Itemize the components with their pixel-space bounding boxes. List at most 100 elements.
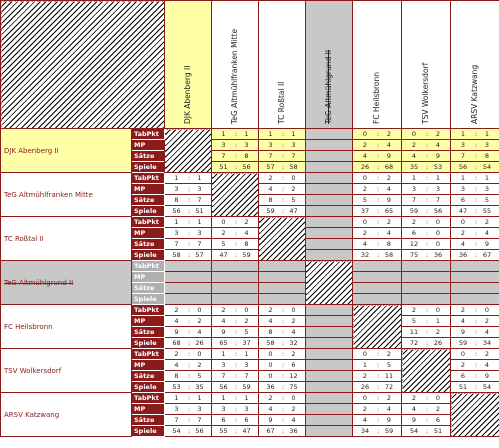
score-cell[interactable]: 2:4 [352, 403, 402, 415]
score-cell[interactable]: 2:4 [352, 227, 402, 239]
team-name-tsv-wolkersdorf[interactable]: TSV Wolkersdorf [0, 348, 132, 393]
score-cell[interactable]: 0:2 [352, 392, 402, 404]
score-cell[interactable] [164, 282, 212, 294]
score-cell[interactable]: 2:0 [258, 392, 306, 404]
score-cell[interactable]: 0:6 [258, 359, 306, 371]
score-cell[interactable] [305, 128, 353, 140]
score-cell[interactable]: 8:5 [258, 194, 306, 206]
score-cell[interactable]: 7:8 [211, 150, 259, 162]
score-cell[interactable] [352, 293, 402, 305]
score-cell[interactable]: 12:0 [401, 238, 451, 250]
score-cell[interactable] [305, 205, 353, 217]
score-cell[interactable]: 5:1 [401, 315, 451, 327]
score-cell[interactable]: 9:4 [450, 326, 499, 338]
score-cell[interactable]: 4:2 [211, 315, 259, 327]
team-name-arsv-katzwang[interactable]: ARSV Katzwang [0, 392, 132, 437]
score-cell[interactable]: 7:7 [164, 414, 212, 426]
score-cell[interactable] [211, 271, 259, 283]
score-cell[interactable]: 32:58 [352, 249, 402, 261]
score-cell[interactable]: 5:8 [211, 238, 259, 250]
score-cell[interactable]: 2:0 [450, 304, 499, 316]
score-cell[interactable]: 6:5 [450, 194, 499, 206]
score-cell[interactable]: 0:2 [258, 348, 306, 360]
team-name-tc-rosstal-ii[interactable]: TC Roßtal II [0, 216, 132, 261]
score-cell[interactable]: 4:2 [258, 403, 306, 415]
score-cell[interactable]: 36:75 [258, 381, 306, 393]
score-cell[interactable] [211, 293, 259, 305]
score-cell[interactable]: 2:4 [450, 359, 499, 371]
score-cell[interactable]: 2:0 [164, 304, 212, 316]
score-cell[interactable]: 7:8 [450, 150, 499, 162]
score-cell[interactable] [352, 271, 402, 283]
score-cell[interactable]: 47:59 [211, 249, 259, 261]
score-cell[interactable] [305, 381, 353, 393]
score-cell[interactable]: 4:2 [450, 315, 499, 327]
score-cell[interactable] [305, 139, 353, 151]
score-cell[interactable]: 11:2 [401, 326, 451, 338]
score-cell[interactable]: 3:3 [164, 183, 212, 195]
score-cell[interactable] [305, 315, 353, 327]
score-cell[interactable] [305, 249, 353, 261]
score-cell[interactable]: 0:2 [211, 216, 259, 228]
score-cell[interactable]: 67:36 [258, 425, 306, 437]
score-cell[interactable]: 35:53 [401, 161, 451, 173]
column-header-teg-altmuehlfranken-mitte[interactable]: TeG Altmühlfranken Mitte [211, 0, 259, 129]
score-cell[interactable]: 56:51 [164, 205, 212, 217]
score-cell[interactable] [305, 425, 353, 437]
score-cell[interactable]: 3:3 [211, 403, 259, 415]
score-cell[interactable]: 4:2 [258, 183, 306, 195]
column-header-fc-heilsbronn[interactable]: FC Heilsbronn [352, 0, 402, 129]
score-cell[interactable]: 4:8 [352, 238, 402, 250]
score-cell[interactable]: 7:7 [258, 150, 306, 162]
score-cell[interactable] [305, 194, 353, 206]
score-cell[interactable] [305, 172, 353, 184]
column-header-tc-rosstal-ii[interactable]: TC Roßtal II [258, 0, 306, 129]
score-cell[interactable]: 3:3 [211, 139, 259, 151]
score-cell[interactable] [450, 271, 499, 283]
score-cell[interactable]: 0:12 [258, 370, 306, 382]
score-cell[interactable]: 1:5 [352, 359, 402, 371]
score-cell[interactable]: 2:4 [401, 139, 451, 151]
score-cell[interactable]: 4:9 [352, 150, 402, 162]
score-cell[interactable]: 1:1 [211, 392, 259, 404]
score-cell[interactable]: 1:1 [211, 128, 259, 140]
score-cell[interactable]: 2:0 [401, 392, 451, 404]
score-cell[interactable]: 9:4 [164, 326, 212, 338]
score-cell[interactable] [164, 260, 212, 272]
score-cell[interactable]: 59:34 [450, 337, 499, 349]
score-cell[interactable] [305, 304, 353, 316]
score-cell[interactable] [401, 260, 451, 272]
score-cell[interactable]: 1:1 [401, 172, 451, 184]
score-cell[interactable]: 0:2 [352, 128, 402, 140]
score-cell[interactable]: 4:9 [352, 414, 402, 426]
score-cell[interactable]: 2:0 [401, 216, 451, 228]
score-cell[interactable]: 2:4 [352, 139, 402, 151]
score-cell[interactable] [211, 260, 259, 272]
score-cell[interactable]: 26:68 [352, 161, 402, 173]
score-cell[interactable]: 8:7 [164, 194, 212, 206]
score-cell[interactable] [305, 359, 353, 371]
score-cell[interactable]: 54:51 [401, 425, 451, 437]
score-cell[interactable]: 6:9 [450, 370, 499, 382]
team-name-teg-altmuehlfranken-mitte[interactable]: TeG Altmühlfranken Mitte [0, 172, 132, 217]
score-cell[interactable]: 1:1 [164, 392, 212, 404]
score-cell[interactable]: 2:4 [211, 227, 259, 239]
score-cell[interactable]: 0:2 [352, 348, 402, 360]
score-cell[interactable]: 3:3 [164, 403, 212, 415]
score-cell[interactable]: 9:5 [211, 326, 259, 338]
score-cell[interactable]: 4:2 [164, 315, 212, 327]
score-cell[interactable] [211, 282, 259, 294]
score-cell[interactable] [450, 293, 499, 305]
score-cell[interactable]: 68:26 [164, 337, 212, 349]
score-cell[interactable]: 8:4 [258, 326, 306, 338]
score-cell[interactable]: 34:59 [352, 425, 402, 437]
score-cell[interactable]: 56:54 [450, 161, 499, 173]
score-cell[interactable]: 2:4 [352, 183, 402, 195]
score-cell[interactable]: 1:1 [450, 172, 499, 184]
score-cell[interactable]: 55:47 [211, 425, 259, 437]
score-cell[interactable]: 58:32 [258, 337, 306, 349]
score-cell[interactable]: 47:55 [450, 205, 499, 217]
score-cell[interactable]: 2:0 [401, 304, 451, 316]
score-cell[interactable]: 2:4 [450, 227, 499, 239]
team-name-teg-altmuehlgrund-ii[interactable]: TeG Altmühlgrund II [0, 260, 132, 305]
